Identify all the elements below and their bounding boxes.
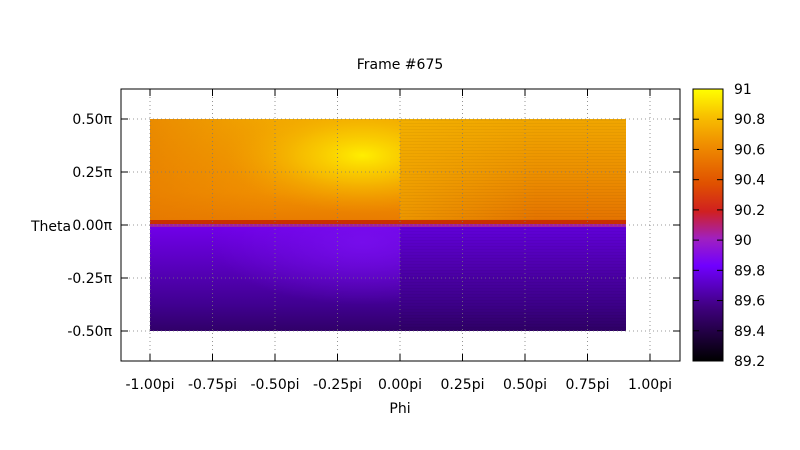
x-tick-label: 0.25pi: [441, 377, 485, 393]
heatmap-data: [150, 119, 626, 331]
y-axis-ticks: 0.50π 0.25π 0.00π -0.25π -0.50π: [67, 112, 680, 340]
colorbar-gradient: [692, 88, 724, 362]
x-tick-label: 1.00pi: [628, 377, 672, 393]
x-tick-label: 0.75pi: [566, 377, 610, 393]
colorbar: 91 90.8 90.6 90.4 90.2 90 89.8 89.6 89.4 89.2: [692, 82, 765, 370]
colorbar-tick-label: 90.8: [734, 112, 765, 128]
y-axis-label: Theta: [30, 219, 71, 235]
grid-lines: [121, 89, 680, 361]
colorbar-tick-label: 90.2: [734, 203, 765, 219]
x-tick-label: -0.75pi: [188, 377, 237, 393]
colorbar-tick-label: 90: [734, 233, 752, 249]
colorbar-tick-label: 89.2: [734, 354, 765, 370]
x-axis-label: Phi: [389, 401, 410, 417]
region-boundary: [150, 220, 626, 227]
colorbar-tick-label: 91: [734, 82, 752, 98]
y-tick-label: 0.00π: [72, 218, 112, 234]
y-tick-label: -0.50π: [67, 324, 112, 340]
region-upper-left: [150, 119, 400, 223]
x-tick-label: -1.00pi: [126, 377, 175, 393]
x-tick-label: 0.00pi: [378, 377, 422, 393]
y-tick-label: 0.50π: [72, 112, 112, 128]
x-tick-label: 0.50pi: [503, 377, 547, 393]
colorbar-tick-label: 90.6: [734, 142, 765, 158]
x-tick-label: -0.25pi: [313, 377, 362, 393]
x-axis-ticks: -1.00pi -0.75pi -0.50pi -0.25pi 0.00pi 0.25pi…: [126, 89, 672, 393]
colorbar-tick-label: 89.6: [734, 294, 765, 310]
y-tick-label: 0.25π: [72, 165, 112, 181]
x-tick-label: -0.50pi: [251, 377, 300, 393]
region-upper-right: [400, 119, 626, 223]
colorbar-tick-label: 89.8: [734, 263, 765, 279]
region-lower-left: [150, 227, 400, 331]
colorbar-ticks: 91 90.8 90.6 90.4 90.2 90 89.8 89.6 89.4 89.2: [693, 82, 765, 370]
region-lower-right: [400, 227, 626, 331]
y-tick-label: -0.25π: [67, 271, 112, 287]
colorbar-tick-label: 89.4: [734, 324, 765, 340]
chart-title: Frame #675: [357, 57, 444, 73]
colorbar-tick-label: 90.4: [734, 173, 765, 189]
